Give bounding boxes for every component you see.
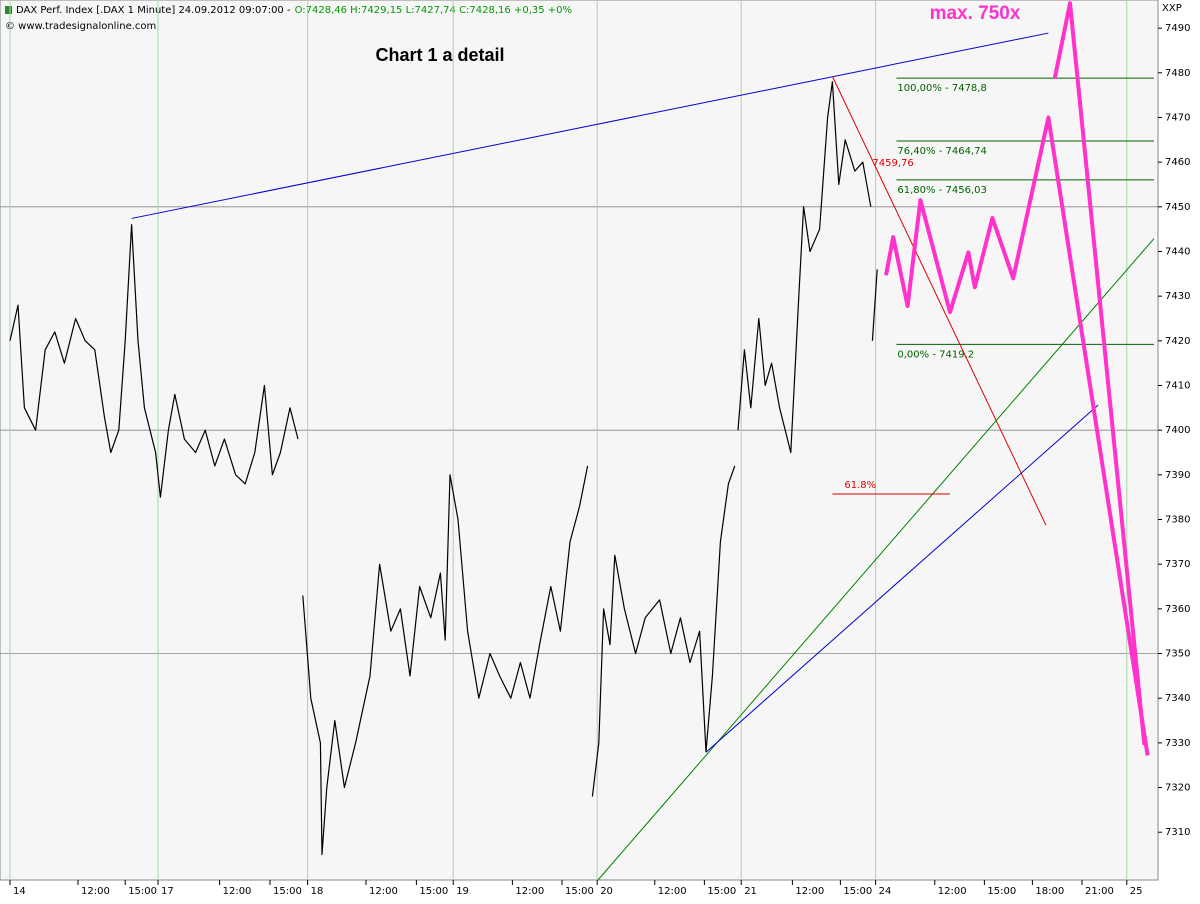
x-tick-label: 15:00 <box>419 886 448 897</box>
instrument: DAX Perf. Index [.DAX 1 Minute] 24.09.20… <box>16 5 291 16</box>
fib-label: 100,00% - 7478,8 <box>897 83 986 94</box>
x-tick-label: 17 <box>161 886 174 897</box>
x-tick-label: 25 <box>1130 886 1143 897</box>
y-tick-label: 7400 <box>1165 425 1190 436</box>
x-tick-label: 15:00 <box>273 886 302 897</box>
x-tick-label: 15:00 <box>707 886 736 897</box>
x-tick-label: 15:00 <box>987 886 1016 897</box>
y-tick-label: 7370 <box>1165 559 1190 570</box>
chart-title: Chart 1 a detail <box>375 45 504 65</box>
x-tick-label: 15:00 <box>128 886 157 897</box>
trendline <box>831 76 1047 526</box>
x-tick-label: 19 <box>456 886 469 897</box>
y-tick-label: 7490 <box>1165 23 1190 34</box>
x-tick-label: 18 <box>311 886 324 897</box>
x-tick-label: 20 <box>600 886 613 897</box>
series-line <box>1052 1 1147 746</box>
y-tick-label: 7440 <box>1165 246 1190 257</box>
x-tick-label: 12:00 <box>938 886 967 897</box>
y-tick-label: 7420 <box>1165 336 1190 347</box>
x-tick-label: 12:00 <box>658 886 687 897</box>
copyright: © www.tradesignalonline.com <box>5 21 156 32</box>
y-tick-label: 7450 <box>1165 202 1190 213</box>
x-tick-label: 24 <box>879 886 892 897</box>
y-tick-label: 7360 <box>1165 604 1190 615</box>
x-tick-label: 14 <box>13 886 26 897</box>
x-tick-label: 12:00 <box>515 886 544 897</box>
symbol: XXP <box>1162 3 1182 14</box>
x-tick-label: 21:00 <box>1085 886 1114 897</box>
x-tick-label: 18:00 <box>1035 886 1064 897</box>
x-tick-label: 12:00 <box>369 886 398 897</box>
trendline <box>597 238 1155 881</box>
y-tick-label: 7410 <box>1165 381 1190 392</box>
fib-label: 0,00% - 7419,2 <box>897 349 974 360</box>
y-tick-label: 7380 <box>1165 515 1190 526</box>
marker-label: 61.8% <box>844 480 876 491</box>
y-tick-label: 7310 <box>1165 827 1190 838</box>
y-tick-label: 7480 <box>1165 68 1190 79</box>
fib-label: 76,40% - 7464,74 <box>897 146 986 157</box>
y-tick-label: 7350 <box>1165 649 1190 660</box>
trendline <box>131 32 1049 219</box>
x-tick-label: 12:00 <box>223 886 252 897</box>
x-tick-label: 21 <box>744 886 757 897</box>
ohlc: O:7428,46 H:7429,15 L:7427,74 C:7428,16 … <box>295 5 572 16</box>
y-tick-label: 7330 <box>1165 738 1190 749</box>
x-tick-label: 12:00 <box>81 886 110 897</box>
plot-area <box>0 0 1159 881</box>
price-label: 7459,76 <box>872 158 913 169</box>
y-tick-label: 7320 <box>1165 783 1190 794</box>
icon <box>5 6 12 14</box>
annotation: max. 750x <box>930 3 1021 24</box>
fib-label: 61,80% - 7456,03 <box>897 185 986 196</box>
y-tick-label: 7430 <box>1165 291 1190 302</box>
y-tick-label: 7340 <box>1165 693 1190 704</box>
x-tick-label: 15:00 <box>843 886 872 897</box>
trendline <box>705 404 1099 753</box>
x-tick-label: 15:00 <box>565 886 594 897</box>
y-tick-label: 7470 <box>1165 112 1190 123</box>
x-tick-label: 12:00 <box>795 886 824 897</box>
series-line <box>884 115 1150 756</box>
series-line <box>9 81 878 856</box>
y-tick-label: 7390 <box>1165 470 1190 481</box>
y-tick-label: 7460 <box>1165 157 1190 168</box>
